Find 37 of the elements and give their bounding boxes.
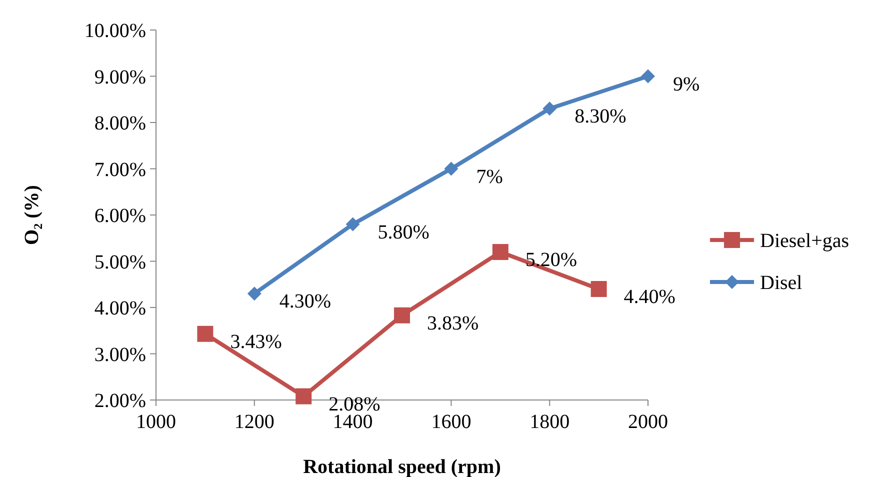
data-label: 9%	[673, 73, 700, 96]
point	[590, 281, 607, 297]
data-label: 4.30%	[279, 290, 332, 313]
x-tick-label: 1800	[530, 411, 570, 433]
y-tick-label: 10.00%	[84, 20, 146, 42]
data-label: 5.80%	[378, 221, 430, 244]
x-axis-title: Rotational speed (rpm)	[303, 456, 501, 477]
point	[542, 102, 557, 116]
x-tick-label: 1200	[234, 411, 274, 433]
point	[394, 307, 410, 324]
point	[641, 69, 655, 84]
data-label: 4.40%	[624, 286, 676, 308]
data-label: 3.83%	[427, 312, 479, 334]
y-tick-label: 4.00%	[94, 298, 146, 320]
data-label: 7%	[476, 166, 503, 188]
point	[492, 244, 508, 260]
data-label: 8.30%	[574, 106, 626, 128]
y-tick-label: 5.00%	[94, 251, 146, 274]
x-tick-label: 2000	[628, 411, 668, 433]
y-tick-label: 8.00%	[94, 112, 146, 134]
y-tick-label: 3.00%	[94, 344, 146, 366]
data-label: 5.20%	[525, 249, 578, 271]
legend-label: Diesel+gas	[760, 230, 850, 252]
point	[296, 388, 312, 404]
point	[444, 162, 458, 176]
y-tick-label: 6.00%	[94, 205, 146, 227]
x-tick-label: 1000	[136, 411, 176, 433]
point	[247, 286, 262, 301]
x-tick-label: 1600	[431, 411, 472, 433]
point	[197, 326, 214, 342]
y-tick-label: 7.00%	[94, 158, 146, 181]
y-tick-label: 2.00%	[94, 390, 146, 412]
point	[346, 217, 360, 232]
y-axis-title: O₂ (%)	[21, 185, 43, 245]
y-tick-label: 9.00%	[94, 66, 146, 88]
data-label: 3.43%	[230, 330, 282, 353]
legend-label: Disel	[760, 272, 803, 294]
